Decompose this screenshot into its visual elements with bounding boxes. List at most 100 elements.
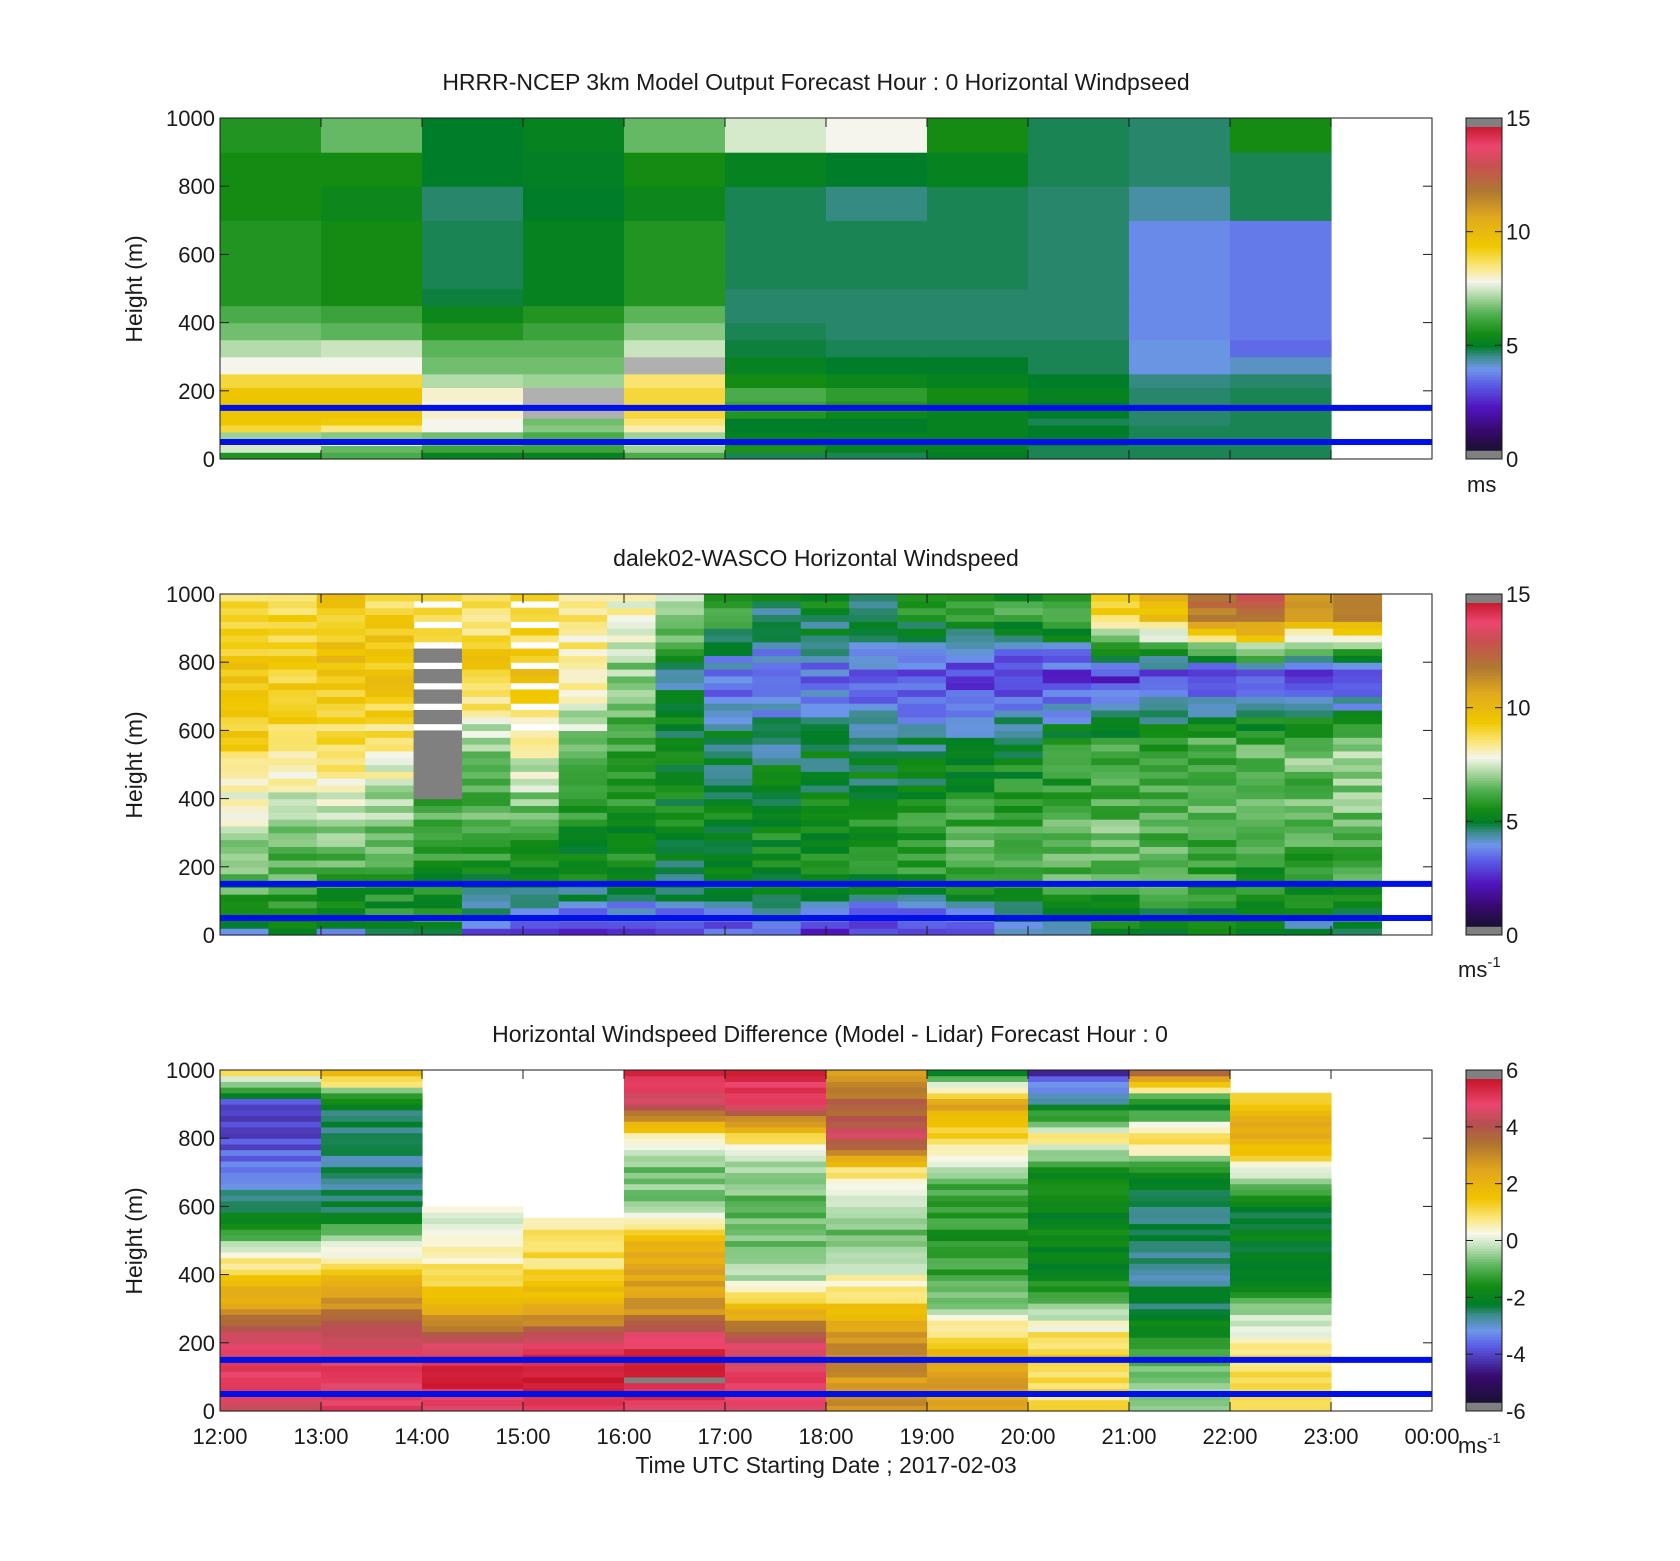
heatmap-cell-difference [826, 1240, 928, 1247]
heatmap-cell-lidar [510, 689, 560, 697]
heatmap-cell-lidar [607, 866, 657, 875]
heatmap-cell-lidar [1333, 887, 1383, 895]
heatmap-cell-model [422, 220, 524, 255]
heatmap-cell-model [523, 118, 625, 153]
heatmap-cell-lidar [994, 703, 1044, 711]
heatmap-cell-difference [725, 1359, 827, 1367]
heatmap-cell-lidar [1284, 764, 1334, 772]
heatmap-cell-lidar [1333, 750, 1383, 759]
heatmap-cell-lidar [994, 628, 1044, 636]
heatmap-cell-lidar [1236, 662, 1286, 670]
heatmap-cell-difference [321, 1172, 423, 1179]
heatmap-cell-difference [422, 1320, 524, 1327]
heatmap-cell-lidar [655, 621, 705, 629]
heatmap-cell-difference [826, 1149, 928, 1156]
heatmap-cell-difference [1129, 1081, 1231, 1088]
heatmap-cell-lidar [752, 900, 802, 909]
x-tick-label: 23:00 [1303, 1424, 1358, 1449]
heatmap-cell-difference [1028, 1382, 1130, 1389]
heatmap-cell-difference [523, 1342, 625, 1350]
heatmap-cell-lidar [268, 873, 318, 882]
heatmap-cell-lidar [1139, 778, 1189, 786]
heatmap-cell-difference [321, 1092, 423, 1100]
colorbar-swatch [1466, 323, 1502, 327]
colorbar-swatch [1466, 1202, 1502, 1207]
heatmap-cell-lidar [510, 859, 560, 868]
heatmap-cell-lidar [1333, 669, 1383, 677]
heatmap-cell-lidar [945, 757, 995, 766]
heatmap-cell-difference [826, 1376, 928, 1384]
heatmap-cell-difference [523, 1223, 625, 1230]
heatmap-cell-lidar [897, 594, 947, 602]
heatmap-cell-lidar [220, 634, 269, 643]
heatmap-cell-difference [624, 1320, 726, 1327]
heatmap-cell-difference [1028, 1314, 1130, 1321]
heatmap-cell-model [220, 186, 322, 221]
heatmap-cell-lidar [945, 600, 995, 609]
heatmap-cell-lidar [1284, 805, 1334, 813]
heatmap-cell-lidar [945, 655, 995, 663]
colorbar-tick-label: 0 [1506, 923, 1518, 948]
heatmap-cell-difference [1230, 1371, 1332, 1378]
panel-difference-reference-lines [220, 1356, 1432, 1397]
heatmap-cell-lidar [461, 662, 511, 670]
heatmap-cell-lidar [849, 791, 899, 800]
heatmap-cell-lidar [607, 703, 657, 711]
heatmap-cell-lidar [849, 894, 899, 902]
heatmap-cell-lidar [413, 921, 463, 929]
heatmap-cell-lidar [945, 832, 995, 841]
heatmap-cell-model [1129, 220, 1231, 255]
heatmap-cell-lidar [1091, 682, 1141, 691]
heatmap-cell-difference [220, 1291, 322, 1298]
heatmap-cell-lidar [849, 682, 899, 691]
heatmap-cell-lidar [752, 628, 802, 636]
heatmap-cell-lidar [1333, 853, 1383, 861]
heatmap-cell-difference [826, 1274, 928, 1281]
heatmap-cell-lidar [220, 771, 269, 779]
heatmap-cell-difference [321, 1195, 423, 1202]
heatmap-cell-lidar [461, 812, 511, 820]
heatmap-cell-lidar [849, 600, 899, 609]
heatmap-cell-lidar [752, 784, 802, 793]
heatmap-cell-model [422, 387, 524, 402]
heatmap-cell-lidar [413, 784, 463, 793]
heatmap-cell-lidar [1236, 907, 1286, 916]
heatmap-cell-lidar [1091, 771, 1141, 779]
colorbar-swatch [1466, 1167, 1502, 1172]
heatmap-cell-difference [220, 1405, 322, 1412]
heatmap-cell-lidar [607, 771, 657, 779]
heatmap-cell-difference [1028, 1274, 1130, 1281]
colorbar-swatch [1466, 339, 1502, 344]
heatmap-cell-lidar [461, 859, 511, 868]
heatmap-cell-lidar [1284, 703, 1334, 711]
heatmap-cell-model [1028, 373, 1130, 388]
colorbar-swatch [1466, 812, 1502, 817]
heatmap-cell-model [523, 254, 625, 273]
heatmap-cell-lidar [558, 825, 608, 834]
colorbar-swatch [1466, 1113, 1502, 1118]
heatmap-cell-difference [220, 1280, 322, 1287]
heatmap-cell-lidar [268, 709, 318, 718]
heatmap-cell-difference [321, 1268, 423, 1276]
colorbar-swatch [1466, 223, 1502, 228]
colorbar-swatch [1466, 1173, 1502, 1177]
heatmap-cell-lidar [655, 730, 705, 738]
heatmap-cell-model [826, 254, 928, 273]
heatmap-cell-difference [826, 1285, 928, 1293]
heatmap-cell-lidar [1236, 744, 1286, 752]
heatmap-cell-lidar [316, 778, 366, 786]
heatmap-cell-difference [1129, 1075, 1231, 1082]
colorbar-swatch [1466, 393, 1502, 397]
heatmap-cell-lidar [558, 778, 608, 786]
heatmap-cell-lidar [655, 655, 705, 663]
heatmap-cell-difference [624, 1240, 726, 1247]
heatmap-cell-difference [321, 1143, 423, 1151]
heatmap-cell-difference [422, 1314, 524, 1321]
heatmap-cell-lidar [365, 791, 415, 800]
heatmap-cell-difference [624, 1212, 726, 1219]
colorbar-swatch [1466, 1135, 1502, 1140]
heatmap-cell-lidar [510, 921, 560, 929]
heatmap-cell-lidar [316, 791, 366, 800]
heatmap-cell-difference [1028, 1320, 1130, 1327]
colorbar-tick-label: 15 [1506, 106, 1530, 131]
